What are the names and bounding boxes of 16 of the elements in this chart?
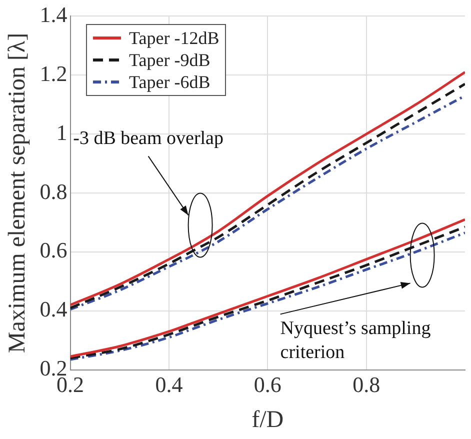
annotation: Nyquest’s sampling criterion bbox=[280, 318, 432, 364]
y-tick-label: 1.2 bbox=[40, 60, 68, 86]
y-tick-label: 1 bbox=[56, 120, 68, 145]
y-tick-label: 0.4 bbox=[40, 296, 68, 322]
x-axis-title: f/D bbox=[252, 406, 284, 433]
legend-label: Taper -6dB bbox=[129, 71, 210, 93]
y-tick-label: 1.4 bbox=[40, 2, 68, 27]
legend-label: Taper -9dB bbox=[129, 49, 210, 71]
y-tick-label: 0.6 bbox=[40, 238, 68, 263]
legend-label: Taper -12dB bbox=[129, 27, 220, 49]
y-tick-label: 0.8 bbox=[40, 178, 68, 204]
x-tick-label: 0.4 bbox=[155, 372, 183, 397]
annotation: -3 dB beam overlap bbox=[73, 128, 224, 150]
x-tick-label: 0.6 bbox=[254, 372, 282, 397]
y-axis-title: Maximum element separation [λ] bbox=[4, 32, 31, 354]
x-tick-label: 0.8 bbox=[352, 372, 380, 397]
